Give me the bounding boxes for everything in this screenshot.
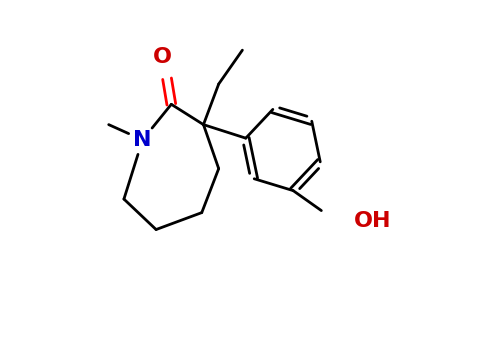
Text: O: O xyxy=(153,47,173,67)
Text: N: N xyxy=(133,130,152,150)
Text: OH: OH xyxy=(354,211,391,231)
